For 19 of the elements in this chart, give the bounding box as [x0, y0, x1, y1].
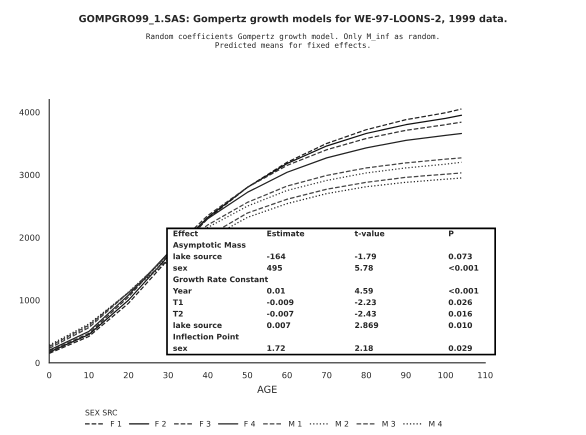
x-tick-label: 20 [124, 372, 134, 378]
x-tick-label: 100 [438, 372, 453, 378]
y-tick-label: 1000 [20, 297, 40, 304]
x-tick-label: 30 [163, 372, 173, 378]
y-tick-label: 4000 [19, 109, 40, 116]
x-tick-label: 40 [202, 372, 213, 378]
x-tick-label: 90 [401, 372, 411, 378]
x-tick-label: 80 [362, 372, 372, 378]
x-tick-label: 60 [282, 372, 292, 378]
x-tick-label: 0 [47, 372, 52, 378]
x-axis-title: AGE [257, 386, 277, 393]
x-tick-label: 50 [242, 372, 252, 378]
x-tick-label: 10 [84, 372, 94, 378]
chart-title: GOMPGRO99_1.SAS: Gompertz growth models for WE-97-LOONS-2, 1999 data. [79, 14, 506, 24]
x-tick-label: 70 [322, 372, 332, 378]
x-tick-label: 110 [478, 372, 493, 378]
y-tick-label: 0 [35, 360, 40, 366]
y-tick-label: 2000 [20, 234, 40, 241]
y-tick-label: 3000 [20, 172, 40, 178]
